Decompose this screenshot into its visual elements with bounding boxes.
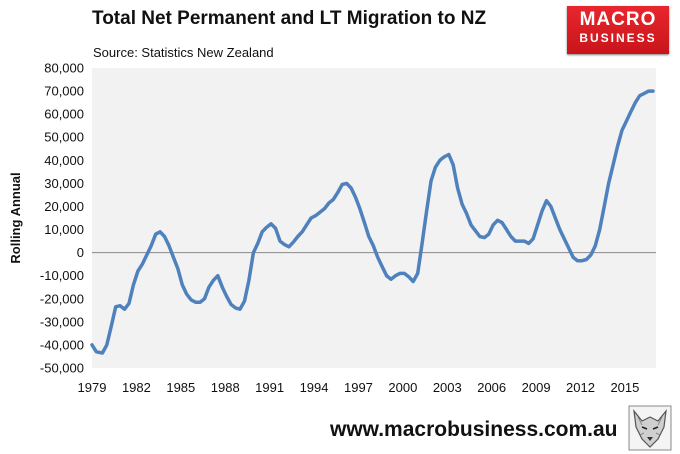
y-tick-label: 40,000 [44, 153, 84, 168]
y-axis-ticks: 80,000 70,000 60,000 50,000 40,000 30,000 20,0… [40, 61, 84, 376]
wolf-mascot-icon [628, 405, 672, 451]
x-tick-label: 1991 [255, 380, 284, 395]
x-tick-label: 2009 [522, 380, 551, 395]
source-note: Source: Statistics New Zealand [93, 45, 274, 60]
x-tick-label: 2012 [566, 380, 595, 395]
y-tick-label: 70,000 [44, 84, 84, 99]
logo-text-top: MACRO [579, 9, 657, 30]
x-tick-label: 1982 [122, 380, 151, 395]
x-tick-label: 2003 [433, 380, 462, 395]
x-tick-label: 1994 [300, 380, 329, 395]
y-tick-label: -30,000 [40, 314, 84, 329]
series-line-migration [90, 89, 655, 355]
x-tick-label: 1997 [344, 380, 373, 395]
y-tick-label: 20,000 [44, 199, 84, 214]
y-tick-label: -10,000 [40, 268, 84, 283]
logo-text-bottom: BUSINESS [579, 31, 657, 45]
page-title: Total Net Permanent and LT Migration to … [92, 8, 487, 29]
x-tick-label: 2015 [610, 380, 639, 395]
macro-business-logo: MACRO BUSINESS [567, 6, 669, 54]
y-tick-label: 10,000 [44, 222, 84, 237]
y-tick-label: 80,000 [44, 61, 84, 76]
x-tick-label: 2006 [477, 380, 506, 395]
x-tick-label: 2000 [388, 380, 417, 395]
x-axis-ticks: 1979 1982 1985 1988 1991 1994 1997 2000 2003 2006… [78, 380, 640, 395]
y-axis-label: Rolling Annual [8, 172, 23, 263]
y-tick-label: -40,000 [40, 337, 84, 352]
y-tick-label: 30,000 [44, 176, 84, 191]
y-tick-label: 60,000 [44, 107, 84, 122]
x-tick-label: 1985 [166, 380, 195, 395]
y-tick-label: -20,000 [40, 291, 84, 306]
website-url: www.macrobusiness.com.au [330, 418, 618, 441]
y-tick-label: 0 [77, 245, 84, 260]
y-tick-label: 50,000 [44, 130, 84, 145]
plot-area [92, 68, 656, 368]
x-tick-label: 1979 [78, 380, 107, 395]
y-tick-label: -50,000 [40, 361, 84, 376]
x-tick-label: 1988 [211, 380, 240, 395]
